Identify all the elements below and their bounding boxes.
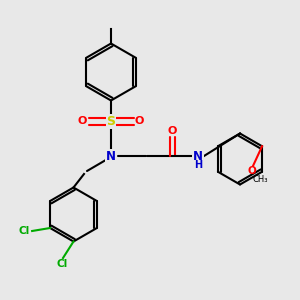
Text: N: N xyxy=(193,149,203,163)
Text: N: N xyxy=(106,149,116,163)
Text: Cl: Cl xyxy=(56,259,68,269)
Text: H: H xyxy=(194,160,202,170)
Text: O: O xyxy=(135,116,144,127)
Text: CH₃: CH₃ xyxy=(253,175,268,184)
Text: Cl: Cl xyxy=(19,226,30,236)
Text: S: S xyxy=(106,115,116,128)
Text: O: O xyxy=(247,166,256,176)
Text: O: O xyxy=(78,116,87,127)
Text: O: O xyxy=(168,126,177,136)
